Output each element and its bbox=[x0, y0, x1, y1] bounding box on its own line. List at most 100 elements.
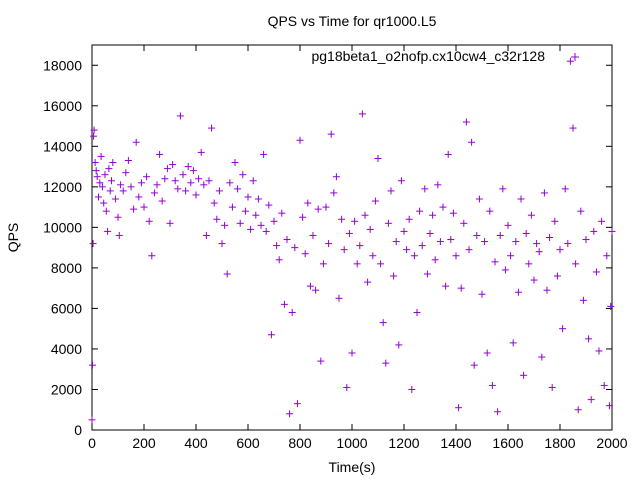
data-point bbox=[171, 177, 179, 185]
data-point bbox=[434, 181, 442, 189]
x-tick-label: 600 bbox=[236, 435, 260, 451]
data-point bbox=[317, 357, 325, 365]
data-point bbox=[89, 361, 97, 369]
data-point bbox=[343, 383, 351, 391]
data-point bbox=[600, 381, 608, 389]
data-point bbox=[590, 227, 598, 235]
data-point bbox=[598, 217, 606, 225]
data-point bbox=[239, 171, 247, 179]
data-point bbox=[603, 252, 611, 260]
data-point bbox=[605, 402, 613, 410]
data-point bbox=[559, 325, 567, 333]
data-point bbox=[444, 150, 452, 158]
x-tick-label: 1200 bbox=[388, 435, 419, 451]
data-point bbox=[429, 211, 437, 219]
data-point bbox=[421, 185, 429, 193]
data-point bbox=[304, 199, 312, 207]
data-point bbox=[299, 213, 307, 221]
data-point bbox=[153, 181, 161, 189]
data-point bbox=[293, 400, 301, 408]
data-point bbox=[249, 177, 257, 185]
data-point bbox=[392, 238, 400, 246]
data-point bbox=[283, 236, 291, 244]
data-point bbox=[356, 242, 364, 250]
data-point bbox=[607, 302, 615, 310]
data-point bbox=[273, 242, 281, 250]
data-point bbox=[512, 238, 520, 246]
data-point bbox=[218, 240, 226, 248]
x-tick-label: 1800 bbox=[544, 435, 575, 451]
data-point bbox=[556, 246, 564, 254]
data-point bbox=[483, 349, 491, 357]
data-point bbox=[228, 203, 236, 211]
data-point bbox=[553, 272, 561, 280]
data-point bbox=[306, 282, 314, 290]
data-point bbox=[470, 361, 478, 369]
data-point bbox=[460, 219, 468, 227]
data-points bbox=[88, 57, 616, 424]
data-point bbox=[156, 150, 164, 158]
data-point bbox=[150, 189, 158, 197]
data-point bbox=[254, 195, 262, 203]
x-tick-label: 1000 bbox=[336, 435, 367, 451]
data-point bbox=[137, 179, 145, 187]
data-point bbox=[130, 205, 138, 213]
data-point bbox=[382, 359, 390, 367]
data-point bbox=[314, 205, 322, 213]
data-point bbox=[236, 219, 244, 227]
data-point bbox=[221, 221, 229, 229]
data-point bbox=[309, 231, 317, 239]
data-point bbox=[491, 258, 499, 266]
data-point bbox=[364, 278, 372, 286]
data-point bbox=[143, 173, 151, 181]
data-point bbox=[486, 207, 494, 215]
data-point bbox=[192, 191, 200, 199]
legend-label: pg18beta1_o2nofp.cx10cw4_c32r128 bbox=[311, 48, 545, 64]
data-point bbox=[455, 404, 463, 412]
data-point bbox=[374, 154, 382, 162]
y-axis-title: QPS bbox=[5, 223, 21, 253]
data-point bbox=[564, 240, 572, 248]
data-point bbox=[202, 231, 210, 239]
data-point bbox=[200, 181, 208, 189]
data-point bbox=[395, 341, 403, 349]
data-point bbox=[169, 161, 177, 169]
data-point bbox=[527, 211, 535, 219]
data-point bbox=[208, 124, 216, 132]
data-point bbox=[390, 272, 398, 280]
y-tick-label: 16000 bbox=[43, 98, 82, 114]
data-point bbox=[473, 231, 481, 239]
y-tick-label: 2000 bbox=[51, 381, 82, 397]
data-point bbox=[499, 185, 507, 193]
data-point bbox=[234, 185, 242, 193]
data-point bbox=[509, 339, 517, 347]
data-point bbox=[366, 225, 374, 233]
data-point bbox=[312, 286, 320, 294]
data-point bbox=[122, 169, 130, 177]
data-point bbox=[579, 296, 587, 304]
x-tick-label: 0 bbox=[88, 435, 96, 451]
data-point bbox=[179, 171, 187, 179]
data-point bbox=[330, 189, 338, 197]
data-point bbox=[102, 207, 110, 215]
data-point bbox=[101, 171, 109, 179]
data-point bbox=[551, 217, 559, 225]
data-point bbox=[423, 270, 431, 278]
data-point bbox=[252, 211, 260, 219]
x-tick-label: 200 bbox=[132, 435, 156, 451]
data-point bbox=[327, 130, 335, 138]
data-point bbox=[595, 347, 603, 355]
data-point bbox=[100, 199, 108, 207]
x-axis: 0 200 400 600 800 1000 1200 1400 1600 1800 2000 bbox=[88, 45, 628, 451]
data-point bbox=[114, 213, 122, 221]
x-tick-label: 1600 bbox=[492, 435, 523, 451]
data-point bbox=[97, 152, 105, 160]
data-point bbox=[535, 248, 543, 256]
data-point bbox=[132, 138, 140, 146]
data-point bbox=[566, 57, 574, 65]
data-point bbox=[501, 266, 509, 274]
data-point bbox=[468, 138, 476, 146]
data-point bbox=[517, 195, 525, 203]
data-point bbox=[280, 300, 288, 308]
data-point bbox=[106, 187, 114, 195]
